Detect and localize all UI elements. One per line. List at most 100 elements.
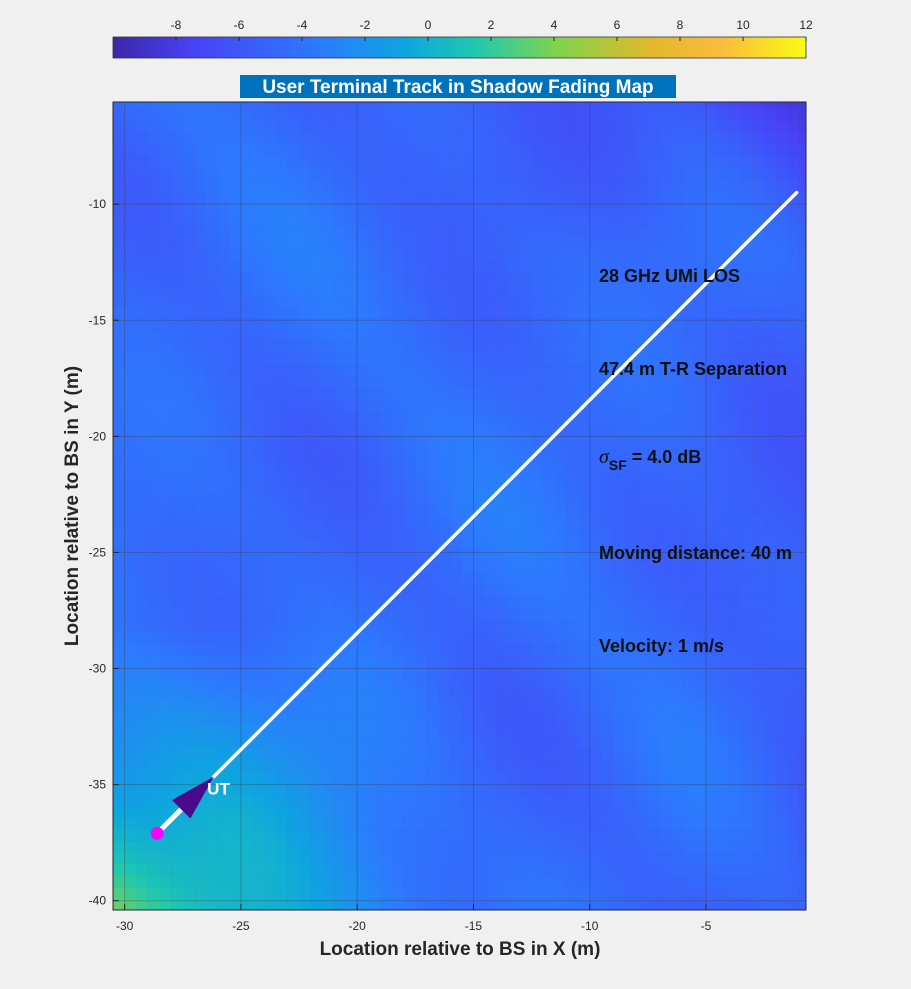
heatmap-cell (264, 840, 277, 853)
heatmap-cell (636, 550, 649, 563)
heatmap-cell (473, 631, 486, 644)
heatmap-cell (589, 515, 602, 528)
heatmap-cell (624, 283, 637, 296)
heatmap-cell (717, 735, 730, 749)
heatmap-cell (799, 480, 806, 493)
heatmap-cell (543, 712, 556, 725)
heatmap-cell (206, 248, 219, 261)
heatmap-cell (659, 631, 672, 644)
heatmap-cell (589, 102, 602, 110)
heatmap-cell (612, 840, 626, 853)
heatmap-cell (531, 329, 544, 342)
heatmap-cell (217, 190, 230, 203)
heatmap-cell (217, 352, 230, 365)
heatmap-cell (775, 642, 788, 656)
heatmap-cell (473, 886, 486, 899)
heatmap-cell (217, 515, 230, 528)
heatmap-cell (624, 434, 637, 447)
heatmap-cell (659, 724, 672, 737)
heatmap-cell (113, 689, 126, 702)
heatmap-cell (287, 712, 300, 725)
heatmap-cell (217, 271, 230, 284)
heatmap-cell (461, 561, 475, 574)
heatmap-cell (147, 573, 161, 586)
heatmap-cell (182, 584, 195, 598)
heatmap-cell (252, 573, 265, 586)
heatmap-cell (612, 724, 626, 737)
heatmap-cell (147, 294, 161, 307)
heatmap-cell (508, 654, 521, 667)
heatmap-cell (159, 236, 172, 249)
heatmap-cell (333, 271, 347, 284)
heatmap-cell (717, 724, 730, 737)
heatmap-cell (601, 410, 614, 424)
heatmap-cell (578, 434, 591, 447)
heatmap-cell (519, 747, 533, 760)
heatmap-cell (589, 886, 602, 899)
heatmap-cell (473, 434, 486, 447)
heatmap-cell (543, 735, 556, 749)
heatmap-cell (206, 619, 219, 632)
heatmap-cell (659, 759, 672, 772)
heatmap-cell (206, 677, 219, 691)
heatmap-cell (299, 271, 312, 284)
heatmap-cell (368, 550, 382, 563)
heatmap-cell (182, 143, 195, 157)
heatmap-cell (113, 399, 126, 412)
heatmap-cell (147, 851, 161, 865)
heatmap-cell (496, 341, 509, 354)
heatmap-cell (554, 271, 568, 284)
heatmap-cell (554, 573, 568, 586)
heatmap-cell (554, 132, 568, 145)
heatmap-cell (333, 596, 347, 609)
heatmap-cell (752, 120, 765, 133)
heatmap-cell (694, 190, 707, 203)
heatmap-cell (217, 584, 230, 598)
heatmap-cell (624, 364, 637, 377)
heatmap-cell (682, 143, 695, 157)
heatmap-cell (159, 619, 172, 632)
heatmap-cell (566, 503, 579, 516)
heatmap-cell (647, 492, 661, 505)
heatmap-cell (775, 352, 788, 365)
heatmap-cell (264, 248, 277, 261)
heatmap-cell (671, 550, 684, 563)
heatmap-cell (450, 341, 463, 354)
heatmap-cell (206, 213, 219, 226)
heatmap-cell (612, 631, 626, 644)
heatmap-cell (136, 642, 149, 656)
heatmap-cell (729, 213, 742, 226)
heatmap-cell (624, 573, 637, 586)
heatmap-cell (729, 677, 742, 691)
heatmap-cell (275, 828, 289, 841)
heatmap-cell (217, 375, 230, 389)
heatmap-cell (124, 573, 137, 586)
heatmap-cell (345, 410, 358, 424)
heatmap-cell (113, 375, 126, 389)
heatmap-cell (392, 898, 405, 910)
heatmap-cell (345, 283, 358, 296)
heatmap-cell (264, 817, 277, 830)
heatmap-cell (194, 445, 207, 458)
heatmap-cell (740, 108, 754, 122)
heatmap-cell (124, 851, 137, 865)
heatmap-cell (450, 399, 463, 412)
heatmap-cell (508, 341, 521, 354)
heatmap-cell (612, 851, 626, 865)
heatmap-cell (717, 550, 730, 563)
heatmap-cell (624, 701, 637, 714)
heatmap-cell (252, 689, 265, 702)
heatmap-cell (519, 712, 533, 725)
heatmap-cell (624, 596, 637, 609)
heatmap-cell (624, 759, 637, 772)
heatmap-cell (589, 573, 602, 586)
heatmap-cell (589, 120, 602, 133)
heatmap-cell (508, 747, 521, 760)
heatmap-cell (450, 735, 463, 749)
heatmap-cell (531, 515, 544, 528)
heatmap-cell (601, 573, 614, 586)
heatmap-cell (612, 317, 626, 331)
heatmap-cell (426, 828, 440, 841)
heatmap-cell (113, 294, 126, 307)
heatmap-cell (171, 735, 184, 749)
